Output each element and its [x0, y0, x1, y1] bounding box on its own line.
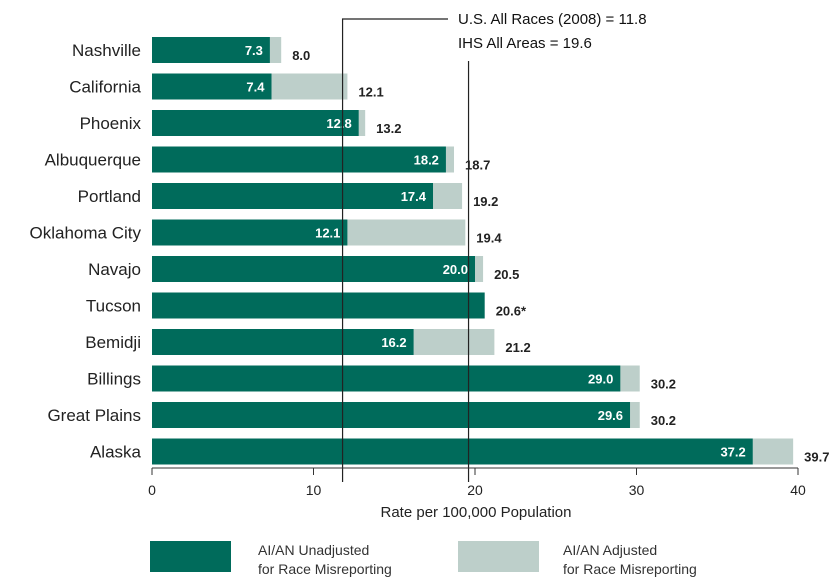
reference-lines-layer: U.S. All Races (2008) = 11.8 IHS All Area…	[341, 11, 647, 482]
legend-label-unadjusted-line1: AI/AN Unadjusted	[258, 542, 369, 558]
category-label-oklahoma-city: Oklahoma City	[30, 224, 142, 243]
value-label-unadjusted-portland: 17.4	[401, 189, 427, 204]
value-label-unadjusted-navajo: 20.0	[443, 262, 468, 277]
bar-unadjusted-portland	[152, 183, 434, 209]
value-label-adjusted-nashville: 8.0	[292, 48, 310, 63]
bar-unadjusted-oklahoma-city	[152, 219, 348, 246]
value-label-adjusted-portland: 19.2	[473, 194, 498, 209]
value-label-unadjusted-nashville: 7.3	[245, 43, 263, 58]
bar-unadjusted-alaska	[152, 438, 753, 465]
category-label-alaska: Alaska	[90, 443, 142, 462]
value-label-unadjusted-albuquerque: 18.2	[414, 153, 439, 168]
category-label-phoenix: Phoenix	[80, 114, 142, 133]
bars-layer: Nashville 7.3 8.0 California 7.4 12.1 Phoenix 1…	[30, 37, 829, 465]
bar-adjusted-bemidji	[413, 329, 495, 355]
legend-label-adjusted-line1: AI/AN Adjusted	[563, 542, 657, 558]
value-label-adjusted-tucson: 20.6*	[496, 304, 527, 319]
x-tick-label: 30	[629, 482, 645, 498]
bar-adjusted-navajo	[475, 256, 484, 282]
bar-unadjusted-navajo	[152, 256, 475, 282]
category-label-nashville: Nashville	[72, 41, 141, 60]
value-label-adjusted-bemidji: 21.2	[505, 340, 530, 355]
bar-unadjusted-tucson	[152, 292, 485, 319]
x-tick-label: 20	[467, 482, 483, 498]
x-axis: 0 10 20 30 40	[148, 467, 806, 498]
legend-label-unadjusted-line2: for Race Misreporting	[258, 561, 392, 577]
bar-adjusted-portland	[433, 183, 463, 209]
category-label-billings: Billings	[87, 370, 141, 389]
bar-adjusted-oklahoma-city	[347, 219, 466, 246]
value-label-unadjusted-oklahoma-city: 12.1	[315, 226, 340, 241]
value-label-adjusted-phoenix: 13.2	[376, 121, 401, 136]
reference-line-us-all-races	[341, 18, 448, 482]
bar-adjusted-phoenix	[358, 110, 366, 136]
legend-label-adjusted-line2: for Race Misreporting	[563, 561, 697, 577]
value-label-unadjusted-billings: 29.0	[588, 372, 613, 387]
reference-label-ihs-all-areas: IHS All Areas = 19.6	[458, 35, 592, 52]
value-label-adjusted-alaska: 39.7	[804, 450, 829, 465]
value-label-unadjusted-phoenix: 12.8	[326, 116, 351, 131]
bar-adjusted-alaska	[752, 438, 794, 465]
bar-unadjusted-albuquerque	[152, 146, 446, 173]
bar-unadjusted-phoenix	[152, 110, 359, 136]
value-label-adjusted-navajo: 20.5	[494, 267, 519, 282]
bar-unadjusted-billings	[152, 365, 621, 392]
bar-unadjusted-nashville	[152, 37, 270, 63]
legend-swatch-adjusted	[458, 541, 539, 572]
bar-unadjusted-california	[152, 73, 272, 100]
x-axis-label: Rate per 100,000 Population	[381, 504, 572, 521]
value-label-adjusted-albuquerque: 18.7	[465, 158, 490, 173]
category-label-albuquerque: Albuquerque	[45, 151, 141, 170]
bar-unadjusted-great-plains	[152, 402, 631, 428]
value-label-unadjusted-great-plains: 29.6	[598, 408, 623, 423]
value-label-unadjusted-alaska: 37.2	[720, 445, 745, 460]
x-tick-label: 0	[148, 482, 156, 498]
bar-adjusted-great-plains	[630, 402, 640, 428]
bar-adjusted-albuquerque	[445, 146, 455, 173]
value-label-unadjusted-bemidji: 16.2	[381, 335, 406, 350]
category-label-tucson: Tucson	[86, 297, 141, 316]
category-label-portland: Portland	[78, 187, 141, 206]
category-label-navajo: Navajo	[88, 260, 141, 279]
x-tick-label: 40	[790, 482, 806, 498]
category-label-bemidji: Bemidji	[85, 333, 141, 352]
reference-label-us-all-races: U.S. All Races (2008) = 11.8	[458, 11, 647, 28]
category-label-great-plains: Great Plains	[47, 406, 141, 425]
legend-swatch-unadjusted	[150, 541, 231, 572]
value-label-adjusted-billings: 30.2	[651, 377, 676, 392]
bar-adjusted-billings	[620, 365, 640, 392]
bar-unadjusted-bemidji	[152, 329, 414, 355]
value-label-adjusted-oklahoma-city: 19.4	[476, 231, 502, 246]
bar-adjusted-california	[271, 73, 348, 100]
bar-adjusted-nashville	[269, 37, 282, 63]
value-label-adjusted-great-plains: 30.2	[651, 413, 676, 428]
x-tick-label: 10	[306, 482, 322, 498]
value-label-unadjusted-california: 7.4	[246, 80, 265, 95]
value-label-adjusted-california: 12.1	[358, 85, 383, 100]
category-label-california: California	[69, 78, 141, 97]
legend: AI/AN Unadjusted for Race Misreporting A…	[150, 541, 697, 577]
